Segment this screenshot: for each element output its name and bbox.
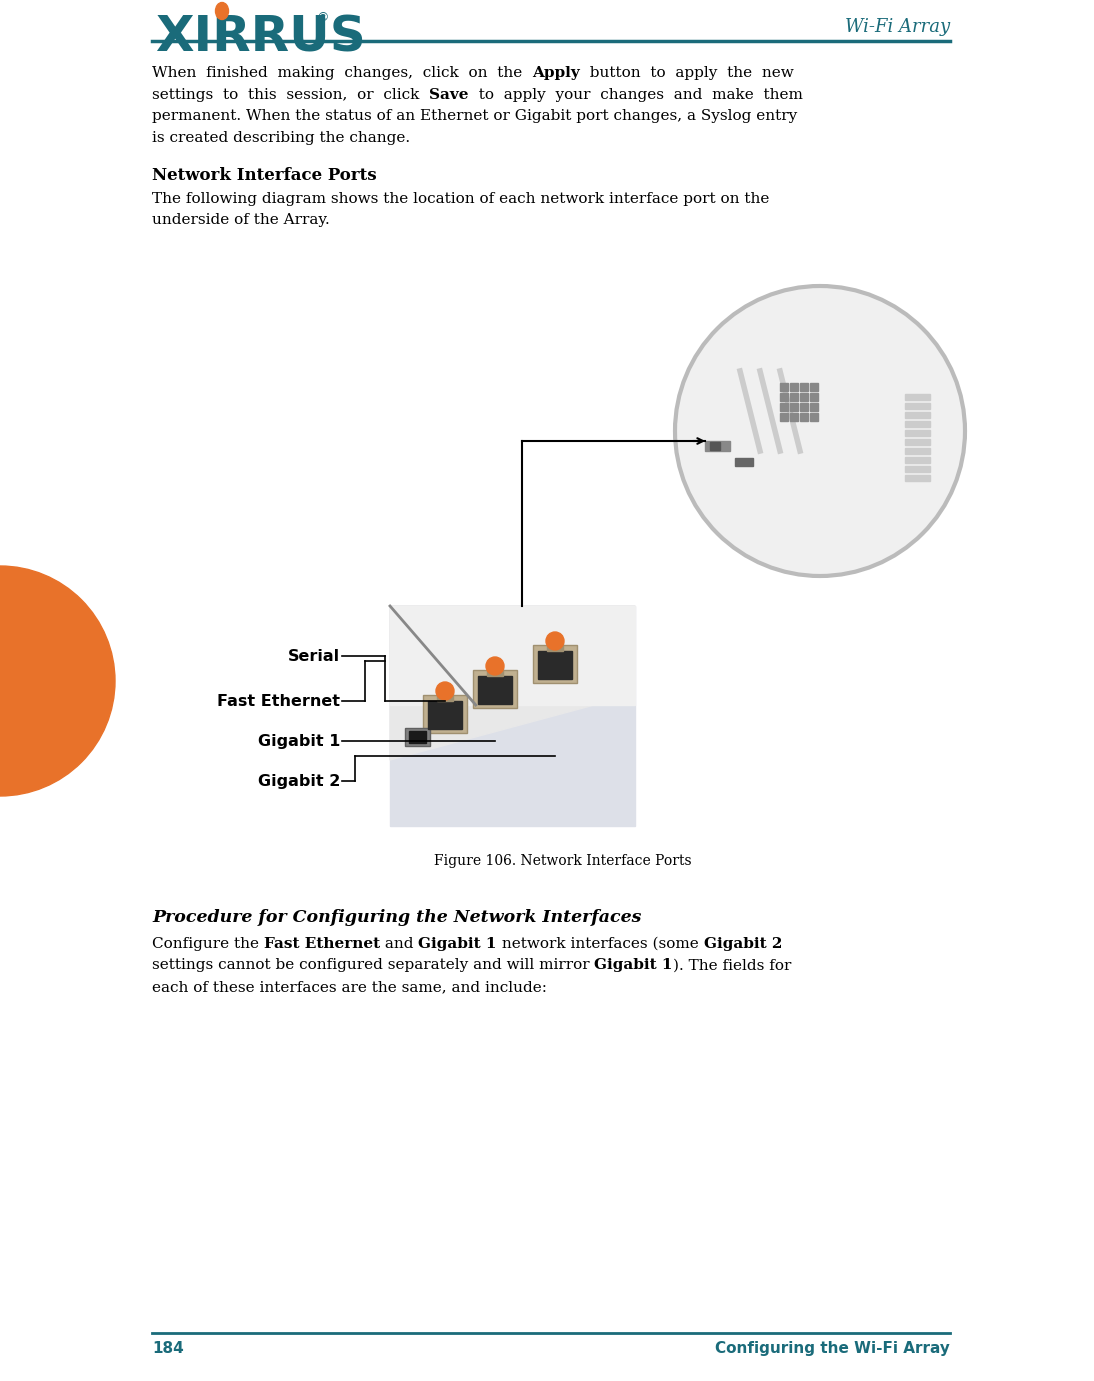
Bar (905, 465, 930, 472)
Text: each of these interfaces are the same, and include:: each of these interfaces are the same, a… (152, 981, 547, 994)
Text: ). The fields for: ). The fields for (673, 958, 791, 972)
Bar (905, 403, 930, 409)
Text: Apply: Apply (532, 66, 580, 80)
Text: Serial: Serial (288, 649, 340, 663)
Polygon shape (389, 606, 635, 760)
Text: Configuring the Wi-Fi Array: Configuring the Wi-Fi Array (715, 1341, 950, 1356)
Bar (405, 728, 430, 746)
Bar (905, 412, 930, 418)
Text: Gigabit 2: Gigabit 2 (703, 936, 782, 952)
Bar (487, 668, 503, 677)
Circle shape (546, 632, 565, 650)
Circle shape (675, 286, 965, 576)
Bar (905, 439, 930, 445)
Ellipse shape (216, 3, 229, 19)
Text: Gigabit 1: Gigabit 1 (418, 936, 497, 952)
Bar (790, 403, 798, 412)
Bar (409, 731, 426, 743)
Text: When  finished  making  changes,  click  on  the: When finished making changes, click on t… (152, 66, 532, 80)
Bar (780, 403, 788, 412)
Bar (478, 677, 512, 704)
Text: Gigabit 2: Gigabit 2 (257, 773, 340, 789)
Text: ®: ® (316, 11, 328, 23)
Text: Network Interface Ports: Network Interface Ports (152, 167, 376, 184)
Circle shape (437, 682, 454, 700)
Bar (800, 383, 808, 391)
Text: network interfaces (some: network interfaces (some (497, 936, 703, 952)
Text: Gigabit 1: Gigabit 1 (594, 958, 673, 972)
Bar (423, 695, 467, 733)
Bar (710, 442, 720, 450)
Bar (790, 413, 798, 421)
Bar (473, 670, 517, 708)
Bar (810, 413, 818, 421)
Text: button  to  apply  the  new: button to apply the new (580, 66, 793, 80)
Text: Fast Ethernet: Fast Ethernet (217, 693, 340, 708)
Bar (735, 458, 753, 465)
Text: Save: Save (429, 87, 468, 101)
Text: Wi-Fi Array: Wi-Fi Array (845, 18, 950, 36)
Circle shape (486, 657, 504, 675)
Bar (905, 457, 930, 463)
Text: permanent. When the status of an Ethernet or Gigabit port changes, a Syslog entr: permanent. When the status of an Etherne… (152, 109, 798, 123)
Bar (533, 645, 577, 684)
Bar (780, 383, 788, 391)
Text: Gigabit 1: Gigabit 1 (257, 733, 340, 749)
Bar (428, 702, 462, 729)
Bar (800, 394, 808, 400)
Bar (538, 650, 572, 679)
Text: and: and (380, 936, 418, 952)
Bar (800, 413, 808, 421)
Text: Configure the: Configure the (152, 936, 264, 952)
Bar (780, 413, 788, 421)
Bar (389, 606, 635, 704)
Bar (905, 475, 930, 481)
Text: settings  to  this  session,  or  click: settings to this session, or click (152, 87, 429, 101)
Text: 184: 184 (152, 1341, 184, 1356)
Wedge shape (0, 566, 115, 795)
Bar (790, 383, 798, 391)
Text: XIRRUS: XIRRUS (155, 12, 365, 61)
Bar (905, 429, 930, 436)
Bar (437, 693, 453, 702)
Text: is created describing the change.: is created describing the change. (152, 130, 410, 145)
Bar (547, 644, 563, 650)
Text: to  apply  your  changes  and  make  them: to apply your changes and make them (468, 87, 803, 101)
Text: underside of the Array.: underside of the Array. (152, 213, 329, 226)
Bar (790, 394, 798, 400)
Text: settings cannot be configured separately and will mirror: settings cannot be configured separately… (152, 958, 594, 972)
Text: Procedure for Configuring the Network Interfaces: Procedure for Configuring the Network In… (152, 909, 641, 927)
Text: Fast Ethernet: Fast Ethernet (264, 936, 380, 952)
Bar (389, 606, 635, 826)
Bar (810, 403, 818, 412)
Bar (905, 447, 930, 454)
Bar (800, 403, 808, 412)
Bar (705, 441, 730, 452)
Bar (810, 383, 818, 391)
Text: The following diagram shows the location of each network interface port on the: The following diagram shows the location… (152, 192, 769, 206)
Bar (810, 394, 818, 400)
Text: Figure 106. Network Interface Ports: Figure 106. Network Interface Ports (433, 853, 691, 869)
Bar (905, 421, 930, 427)
Bar (780, 394, 788, 400)
Bar (905, 394, 930, 400)
